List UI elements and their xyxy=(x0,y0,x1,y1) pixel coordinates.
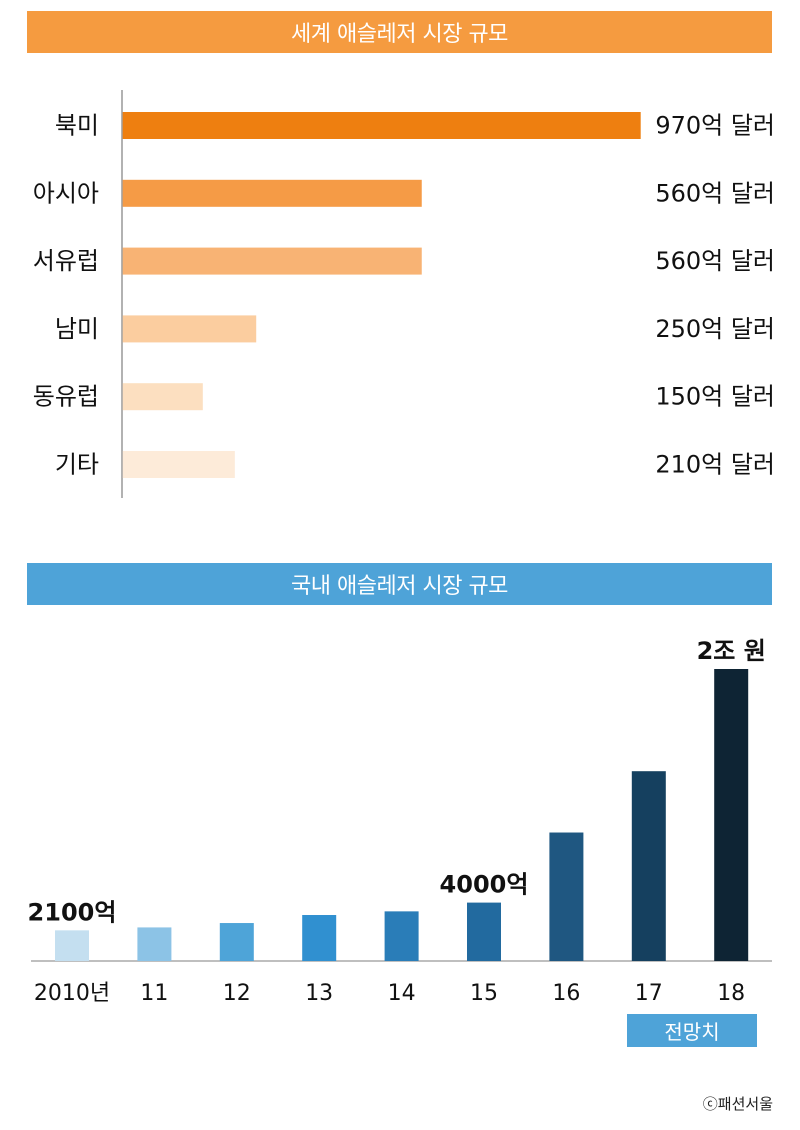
x-tick-label: 11 xyxy=(140,981,168,1006)
annotation-label: 2100억 xyxy=(28,898,117,926)
world-market-title: 세계 애슬레저 시장 규모 xyxy=(291,22,508,47)
category-label: 남미 xyxy=(55,315,99,343)
category-label: 동유럽 xyxy=(33,383,99,411)
bar-5 xyxy=(122,451,235,478)
value-label: 560억 달러 xyxy=(655,179,775,207)
bar-8 xyxy=(714,669,749,961)
value-label: 250억 달러 xyxy=(655,315,775,343)
bar-5 xyxy=(467,902,501,961)
category-label: 북미 xyxy=(55,112,99,140)
x-tick-label: 17 xyxy=(635,981,663,1006)
world-market-title-banner: 세계 애슬레저 시장 규모 xyxy=(27,11,772,53)
value-label: 560억 달러 xyxy=(655,247,775,275)
x-tick-label: 16 xyxy=(552,981,580,1006)
bar-7 xyxy=(631,771,666,961)
x-tick-label: 13 xyxy=(305,981,333,1006)
forecast-label: 전망치 xyxy=(664,1020,720,1044)
annotation-label: 4000억 xyxy=(440,871,529,899)
x-tick-label: 14 xyxy=(388,981,416,1006)
domestic-market-title-banner: 국내 애슬레저 시장 규모 xyxy=(27,563,772,605)
x-tick-label: 15 xyxy=(470,981,498,1006)
value-label: 150억 달러 xyxy=(655,383,775,411)
bar-1 xyxy=(137,927,172,961)
bar-3 xyxy=(302,915,337,961)
x-tick-label: 12 xyxy=(223,981,251,1006)
value-label: 970억 달러 xyxy=(655,112,775,140)
annotation-label: 2조 원 xyxy=(697,637,766,665)
bar-2 xyxy=(122,247,422,275)
x-tick-label: 18 xyxy=(717,981,745,1006)
domestic-market-title: 국내 애슬레저 시장 규모 xyxy=(291,574,508,599)
bar-4 xyxy=(384,911,419,961)
value-label: 210억 달러 xyxy=(655,451,775,479)
category-label: 아시아 xyxy=(33,179,99,207)
forecast-badge: 전망치 xyxy=(627,1014,757,1047)
x-tick-label: 2010년 xyxy=(34,981,110,1006)
bar-6 xyxy=(549,832,584,961)
bar-1 xyxy=(122,179,422,207)
bar-2 xyxy=(219,923,254,961)
bar-0 xyxy=(55,930,89,961)
bar-4 xyxy=(122,383,203,411)
bar-3 xyxy=(122,315,257,343)
domestic-market-bar-chart: 2010년 11 12 13 14 15 16 17 18 2100억 4000억 2조 원 xyxy=(28,637,772,1006)
category-label: 서유럽 xyxy=(33,247,99,275)
bar-0 xyxy=(122,112,641,139)
credit-text: ⓒ패션서울 xyxy=(702,1095,773,1113)
category-label: 기타 xyxy=(55,451,99,479)
